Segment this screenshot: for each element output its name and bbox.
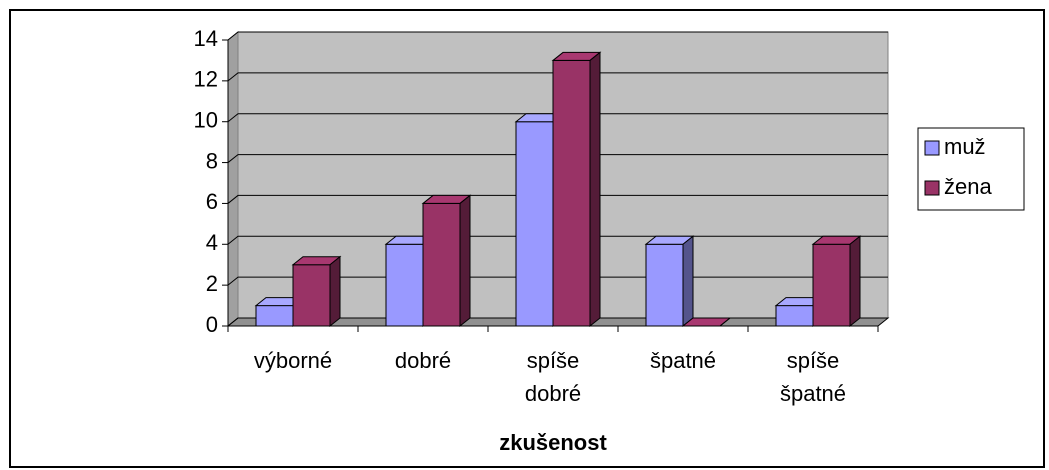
bar-front [422,202,461,327]
bar-front [552,59,591,327]
grid-line [227,194,888,204]
y-tick-label: 12 [194,67,218,92]
bar-front [292,264,331,327]
y-tick-label: 4 [206,230,218,255]
bar [811,235,862,328]
bar-side [589,51,601,328]
y-tick-label: 6 [206,189,218,214]
bar-front [255,305,294,327]
bar-front [385,243,424,327]
bar [644,235,695,328]
bar-side [849,235,861,328]
bar [421,194,472,328]
bar [551,51,602,328]
bar-front [515,121,554,327]
bar-side [329,255,341,328]
x-axis-title: zkušenost [499,430,607,455]
bar-front [812,243,851,327]
grid-line [227,31,888,41]
bar-front [775,305,814,327]
legend-label: muž [944,134,986,159]
x-tick-label: spíše dobré [525,348,581,406]
y-tick-label: 10 [194,108,218,133]
legend-swatch [924,180,940,196]
bar-side [459,194,471,328]
grid-line [227,72,888,82]
y-tick-label: 14 [194,26,218,51]
x-tick-label: špatné [650,348,716,373]
grid-line [227,113,888,123]
grid-line [227,154,888,163]
bar [681,317,732,327]
y-tick-label: 0 [206,312,218,337]
legend-label: žena [944,174,992,199]
x-tick-label: spíše špatné [780,348,846,406]
x-tick-label: výborné [254,348,332,373]
bar-side [682,235,694,328]
legend: muž žena [917,127,1025,211]
legend-swatch [924,140,940,156]
y-tick-label: 8 [206,148,218,173]
y-tick-label: 2 [206,271,218,296]
x-tick-label: dobré [395,348,451,373]
bar-front [645,243,684,327]
bar [291,255,342,328]
bar-side [719,317,731,327]
side-wall [227,30,239,328]
